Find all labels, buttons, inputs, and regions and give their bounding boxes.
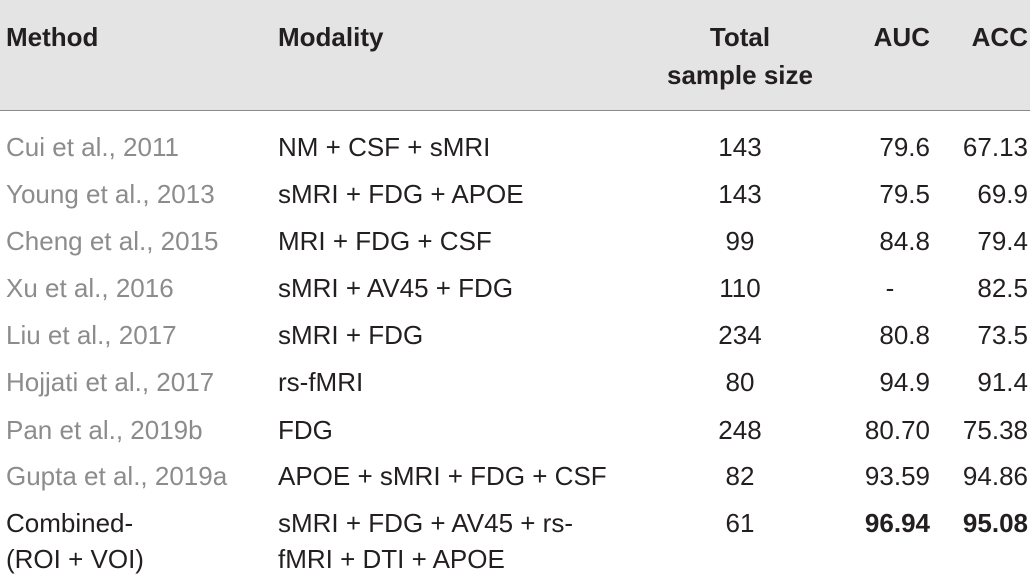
row-acc: 94.86	[962, 461, 1028, 491]
row-auc: 94.9	[879, 367, 930, 397]
row-method: Hojjati et al., 2017	[6, 367, 215, 397]
row-acc: 95.08	[962, 508, 1028, 538]
table-row: Gupta et al., 2019a APOE + sMRI + FDG + …	[0, 453, 1030, 500]
row-size: 143	[718, 179, 762, 209]
row-auc: 80.70	[864, 415, 930, 445]
row-method: Cheng et al., 2015	[6, 226, 219, 256]
table-row: Cheng et al., 2015 MRI + FDG + CSF 99 84…	[0, 218, 1030, 265]
row-modality-line1: sMRI + FDG + AV45 + rs-	[278, 508, 573, 538]
row-modality-line2: fMRI + DTI + APOE	[278, 544, 505, 574]
row-size: 143	[718, 132, 762, 162]
row-modality: sMRI + FDG + APOE	[278, 179, 524, 209]
row-acc: 82.5	[977, 273, 1028, 303]
row-auc: -	[885, 273, 895, 303]
row-size: 99	[725, 226, 755, 256]
row-method-line1: Combined-	[6, 508, 134, 538]
row-modality: sMRI + FDG	[278, 320, 424, 350]
row-method: Cui et al., 2011	[6, 132, 179, 162]
row-modality: NM + CSF + sMRI	[278, 132, 491, 162]
row-modality: FDG	[278, 415, 333, 445]
table-row: Cui et al., 2011 NM + CSF + sMRI 143 79.…	[0, 124, 1030, 171]
row-modality: sMRI + AV45 + FDG	[278, 273, 514, 303]
header-size-line2: sample size	[667, 60, 813, 90]
row-auc: 79.5	[879, 179, 930, 209]
row-acc: 75.38	[962, 415, 1028, 445]
table-row-combined: Combined- (ROI + VOI) sMRI + FDG + AV45 …	[0, 505, 1030, 581]
row-modality: rs-fMRI	[278, 367, 364, 397]
header-size-line1: Total	[709, 22, 771, 52]
row-method: Liu et al., 2017	[6, 320, 177, 350]
row-acc: 79.4	[977, 226, 1028, 256]
row-auc: 79.6	[879, 132, 930, 162]
row-modality: APOE + sMRI + FDG + CSF	[278, 461, 607, 491]
header-acc: ACC	[971, 22, 1028, 52]
header-method: Method	[6, 22, 99, 52]
header-rule	[0, 110, 1030, 111]
row-acc: 69.9	[977, 179, 1028, 209]
table-header: Method Modality Total sample size AUC AC…	[0, 0, 1030, 110]
header-modality: Modality	[278, 22, 384, 52]
row-method: Xu et al., 2016	[6, 273, 174, 303]
table-row: Pan et al., 2019b FDG 248 80.70 75.38	[0, 407, 1030, 454]
row-method: Young et al., 2013	[6, 179, 215, 209]
row-size: 234	[718, 320, 762, 350]
row-size: 82	[725, 461, 755, 491]
row-method: Gupta et al., 2019a	[6, 461, 228, 491]
row-size: 248	[718, 415, 762, 445]
row-acc: 67.13	[962, 132, 1028, 162]
row-auc: 84.8	[879, 226, 930, 256]
table-row: Xu et al., 2016 sMRI + AV45 + FDG 110 - …	[0, 265, 1030, 312]
header-auc: AUC	[873, 22, 930, 52]
row-method-line2: (ROI + VOI)	[6, 544, 144, 574]
row-size: 80	[725, 367, 755, 397]
row-acc: 73.5	[977, 320, 1028, 350]
table-row: Hojjati et al., 2017 rs-fMRI 80 94.9 91.…	[0, 359, 1030, 406]
row-auc: 80.8	[879, 320, 930, 350]
row-auc: 96.94	[864, 508, 930, 538]
row-auc: 93.59	[864, 461, 930, 491]
row-size: 61	[725, 508, 755, 538]
table-row: Young et al., 2013 sMRI + FDG + APOE 143…	[0, 171, 1030, 218]
row-modality: MRI + FDG + CSF	[278, 226, 492, 256]
row-size: 110	[719, 273, 761, 303]
row-method: Pan et al., 2019b	[6, 415, 203, 445]
row-acc: 91.4	[977, 367, 1028, 397]
table-row: Liu et al., 2017 sMRI + FDG 234 80.8 73.…	[0, 312, 1030, 359]
